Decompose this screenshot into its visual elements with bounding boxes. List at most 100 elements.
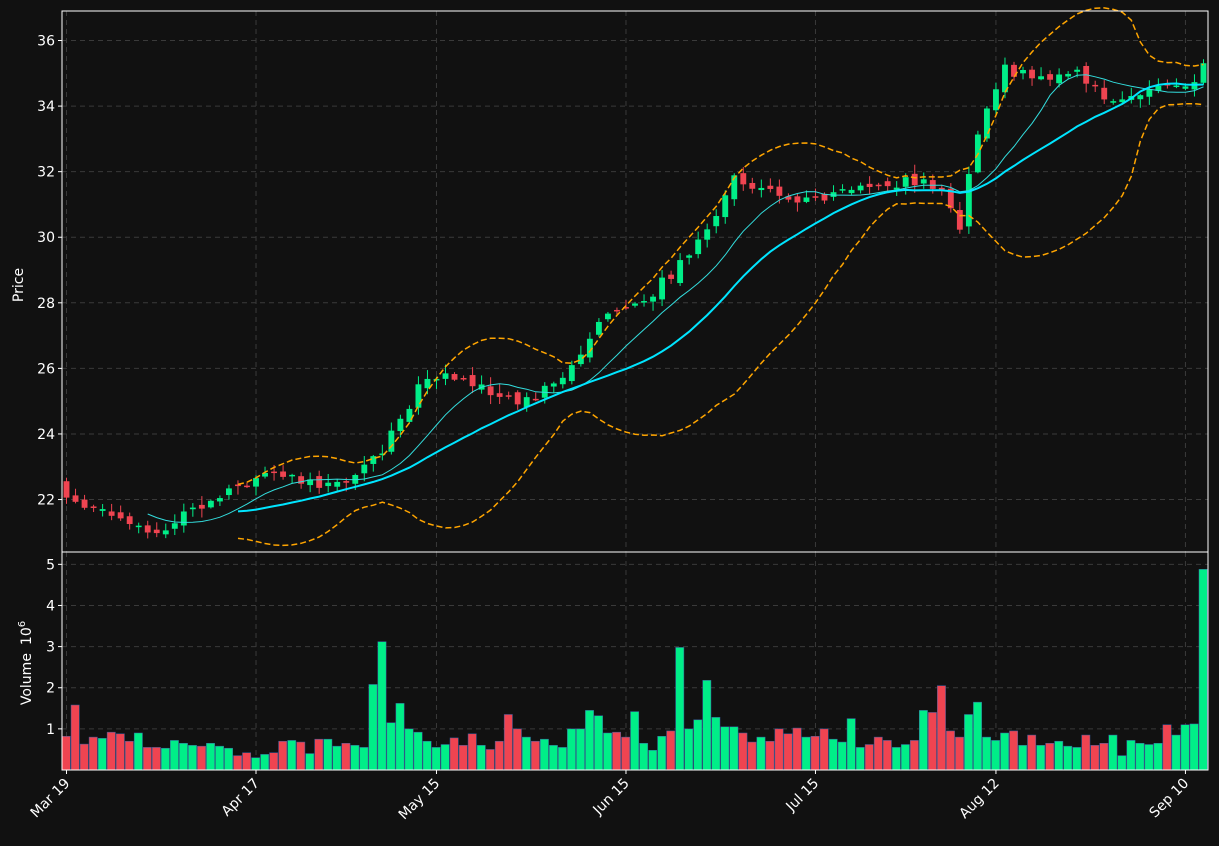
volume-bar: [666, 730, 676, 771]
volume-bar: [702, 680, 712, 771]
candle-body: [388, 430, 395, 452]
price-ytick-label: 30: [37, 230, 55, 246]
volume-bar: [1045, 743, 1055, 771]
candle-body: [550, 383, 557, 387]
sma-slow-line: [237, 82, 1204, 513]
candle-body: [505, 395, 512, 397]
candle-body: [1200, 63, 1207, 83]
volume-bar: [1018, 745, 1028, 771]
volume-bar: [630, 711, 640, 771]
sma-fast-line: [147, 74, 1204, 523]
candle-body: [641, 301, 647, 303]
volume-bar: [79, 743, 89, 771]
candle-body: [740, 173, 747, 185]
volume-bar: [1054, 740, 1064, 771]
candle-body: [713, 216, 720, 227]
candle-body: [1029, 69, 1035, 79]
volume-grid: [62, 552, 1208, 770]
candle-body: [722, 195, 729, 218]
volume-bar: [124, 740, 134, 771]
candle-body: [1155, 85, 1162, 91]
volume-bar: [260, 754, 270, 771]
price-ytick-label: 36: [37, 34, 55, 50]
volume-bar: [612, 731, 621, 771]
volume-bar: [179, 743, 188, 771]
volume-bar: [467, 733, 477, 771]
volume-bar: [801, 736, 811, 771]
volume-bar: [449, 737, 459, 771]
volume-bar: [1099, 743, 1109, 771]
candle-body: [749, 182, 756, 189]
volume-panel-frame: [61, 551, 1209, 771]
candle-body: [803, 197, 810, 202]
candle-body: [668, 274, 675, 279]
candle-body: [532, 398, 539, 401]
volume-bar: [982, 736, 991, 771]
candle-body: [848, 189, 855, 194]
candle-body: [830, 192, 837, 197]
candle-body: [1056, 74, 1063, 84]
volume-bar: [512, 728, 522, 771]
volume-bar: [765, 740, 775, 771]
candle-body: [117, 512, 124, 519]
candle-body: [1047, 74, 1054, 80]
candle-body: [325, 482, 332, 487]
candle-body: [253, 478, 259, 487]
volume-bar: [909, 740, 919, 771]
volume-bar: [693, 719, 703, 771]
volume-bar: [1090, 745, 1100, 771]
volume-bar: [278, 740, 288, 771]
volume-bar: [1027, 734, 1037, 771]
volume-bar: [503, 714, 513, 771]
candle-body: [1038, 76, 1044, 80]
candle-body: [884, 181, 891, 187]
volume-bar: [819, 728, 829, 771]
volume-bar: [323, 738, 333, 771]
price-ytick-label: 34: [37, 99, 55, 115]
candle-body: [866, 183, 873, 187]
volume-bar: [359, 747, 369, 771]
candle-body: [821, 193, 828, 201]
candle-body: [180, 511, 187, 526]
candle-body: [81, 499, 88, 508]
candle-body: [406, 408, 413, 422]
volume-bar: [1198, 569, 1208, 771]
candle-body: [162, 530, 169, 535]
candle-body: [776, 186, 783, 196]
volume-bar: [558, 747, 567, 771]
volume-bar: [720, 726, 730, 771]
candle-body: [280, 471, 287, 477]
price-grid: [62, 11, 1208, 552]
candle-body: [929, 180, 936, 189]
candle-body: [623, 307, 629, 309]
candle-body: [343, 481, 350, 483]
candle-body: [469, 375, 476, 387]
candle-body: [442, 373, 449, 379]
candle-body: [307, 479, 314, 486]
candle-body: [938, 187, 945, 191]
candle-body: [135, 525, 142, 528]
volume-bar: [413, 731, 423, 771]
candle-body: [207, 500, 214, 508]
volume-bar: [422, 740, 432, 771]
candle-body: [397, 418, 404, 432]
volume-bar: [133, 732, 143, 771]
candle-body: [695, 239, 702, 255]
volume-bar: [431, 747, 441, 771]
volume-bar: [585, 710, 594, 771]
volume-axis-label-exponent-base: 10: [19, 627, 35, 645]
volume-bar: [1063, 745, 1073, 771]
volume-bar: [88, 736, 98, 771]
volume-bar: [377, 641, 387, 771]
volume-bar: [675, 647, 685, 771]
candle-body: [983, 108, 990, 139]
volume-bar: [395, 703, 405, 771]
candle-body: [334, 481, 341, 487]
bollinger-upper-line: [237, 7, 1204, 486]
volume-bar: [1189, 723, 1199, 771]
volume-bar: [161, 747, 170, 771]
candle-body: [451, 374, 458, 380]
candle-body: [857, 185, 864, 191]
candle-body: [316, 476, 323, 488]
